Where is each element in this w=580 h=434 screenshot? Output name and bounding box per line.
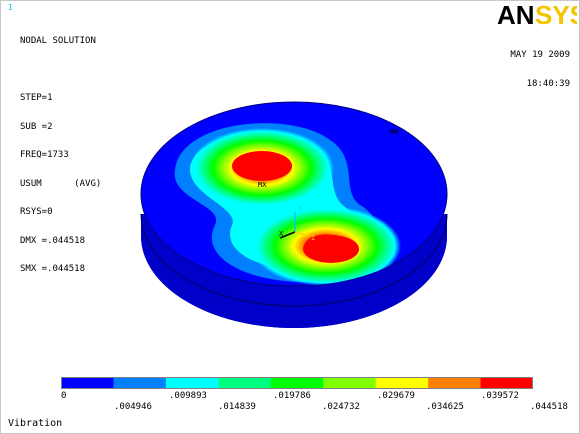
- window-number: 1: [8, 3, 13, 12]
- legend-label: .019786: [273, 391, 311, 401]
- info-line: SUB =2: [20, 121, 53, 132]
- legend-label: .004946: [114, 402, 152, 412]
- legend-label: .034625: [426, 402, 464, 412]
- legend-color-bar: [61, 377, 533, 389]
- legend-label: .009893: [169, 391, 207, 401]
- legend-swatch: [480, 377, 533, 389]
- info-line: FREQ=1733: [20, 150, 69, 160]
- solution-info: NODAL SOLUTION STEP=1 SUB =2 FREQ=1733 U…: [20, 19, 101, 294]
- date-text: MAY 19 2009: [510, 50, 570, 60]
- legend-swatch: [165, 377, 219, 389]
- max-marker: MX: [258, 181, 267, 189]
- logo-text-sys: SYS: [535, 2, 577, 28]
- logo-text-an: AN: [497, 2, 535, 28]
- info-line: STEP=1: [20, 93, 53, 103]
- triad-y-label: Y: [298, 204, 303, 212]
- time-text: 18:40:39: [526, 79, 570, 89]
- legend-label: .029679: [377, 391, 415, 401]
- legend-label: .044518: [530, 402, 568, 412]
- legend-swatch: [218, 377, 272, 389]
- legend-label: .014839: [218, 402, 256, 412]
- legend-swatch: [323, 377, 377, 389]
- legend-label: .024732: [322, 402, 360, 412]
- info-line: USUM (AVG): [20, 178, 102, 189]
- triad-z-label: Z: [311, 234, 315, 242]
- info-line: RSYS=0: [20, 207, 53, 217]
- legend-swatch: [375, 377, 429, 389]
- legend-labels: 0 .009893 .019786 .029679 .039572 .00494…: [0, 0, 580, 412]
- timestamp: MAY 19 2009 18:40:39: [510, 33, 570, 109]
- max-region-upper: [232, 151, 292, 181]
- legend-swatch: [270, 377, 324, 389]
- max-region-lower: [303, 235, 359, 263]
- legend-label: .039572: [481, 391, 519, 401]
- legend-swatch: [61, 377, 114, 389]
- legend-label: 0: [61, 391, 67, 401]
- info-line: DMX =.044518: [20, 235, 86, 246]
- contour-bands: [174, 123, 401, 286]
- info-line: SMX =.044518: [20, 264, 86, 274]
- legend-bar-border: [61, 377, 533, 389]
- legend-swatch: [113, 377, 167, 389]
- coordinate-triad: X Y Z: [279, 204, 315, 242]
- legend-swatch: [428, 377, 482, 389]
- plot-title: Vibration: [8, 418, 63, 429]
- triad-x-label: X: [279, 230, 284, 238]
- min-marker: MN: [390, 128, 398, 136]
- ansys-logo: AN SYS: [497, 2, 577, 28]
- disc-edge-line: [140, 213, 448, 307]
- info-line: NODAL SOLUTION: [20, 36, 96, 46]
